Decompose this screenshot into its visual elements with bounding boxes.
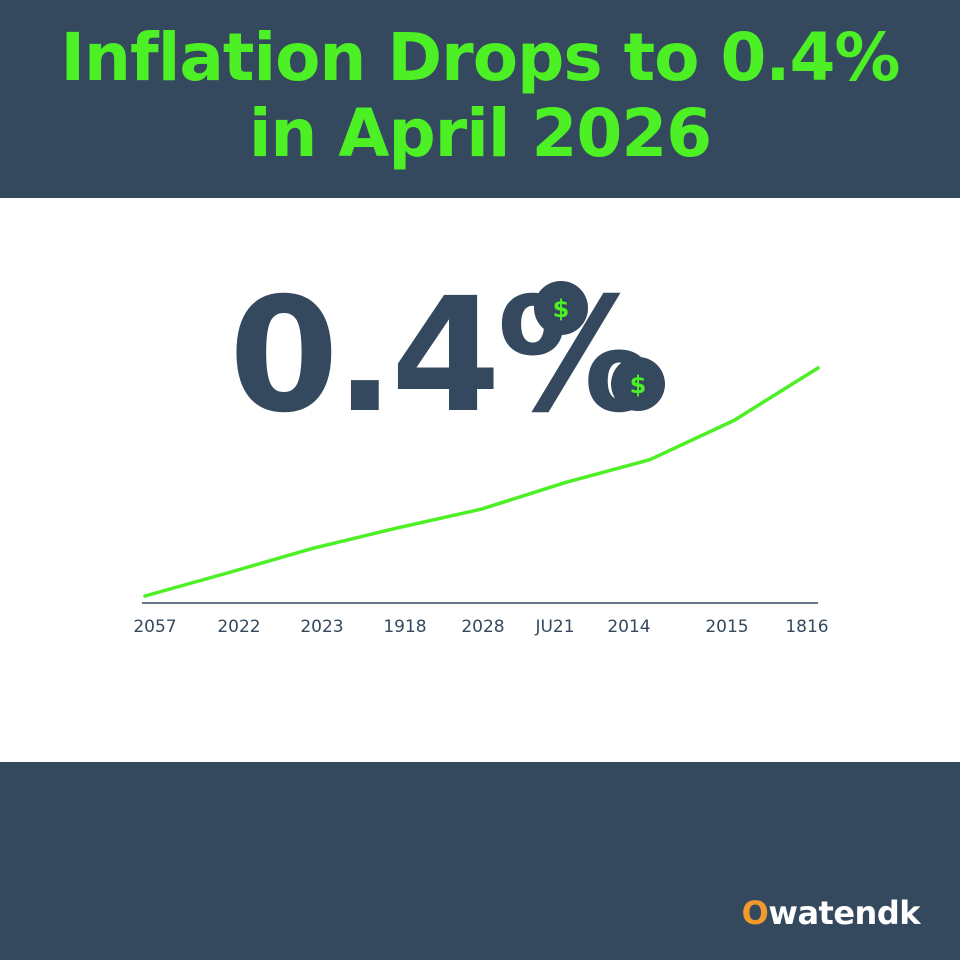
data-point [479, 507, 484, 511]
line-chart: 0.4% $ $ 2057 2022 2023 1918 2028 JU21 2014 201… [133, 264, 828, 637]
brand-logo: Owatendk [741, 894, 921, 932]
x-tick-label: 2028 [461, 617, 504, 637]
coin-circle [534, 281, 588, 335]
coin-circle [611, 357, 665, 411]
coin-symbol: $ [630, 371, 647, 399]
x-tick-label: 2015 [705, 617, 748, 637]
x-tick-label: 2022 [217, 617, 260, 637]
dollar-coin-icon: $ [611, 357, 665, 411]
x-tick-label: JU21 [534, 617, 574, 637]
brand-logo-text: watendk [768, 894, 920, 932]
big-figure-group: 0.4% $ $ [229, 264, 665, 448]
chart-panel: 0.4% $ $ 2057 2022 2023 1918 2028 JU21 2014 201… [0, 198, 960, 762]
dollar-coin-icon: $ [534, 281, 588, 335]
data-point [564, 480, 568, 484]
x-tick-label: 2023 [300, 617, 343, 637]
x-tick-labels: 2057 2022 2023 1918 2028 JU21 2014 2015 1816 [133, 617, 828, 637]
coin-symbol: $ [553, 295, 570, 323]
data-point [143, 594, 147, 598]
x-tick-label: 1816 [785, 617, 828, 637]
brand-logo-mark: O [741, 894, 769, 932]
x-tick-label: 1918 [383, 617, 426, 637]
footer-banner: Owatendk [0, 762, 960, 960]
headline: Inflation Drops to 0.4% in April 2026 [60, 19, 901, 172]
data-point [227, 570, 231, 575]
data-point [648, 458, 652, 462]
series-points [143, 366, 820, 598]
big-figure: 0.4% [229, 264, 651, 448]
x-tick-label: 2057 [133, 617, 176, 637]
x-tick-label: 2014 [607, 617, 650, 637]
data-point [395, 526, 399, 530]
data-point [311, 546, 315, 550]
data-point [732, 418, 736, 423]
header-banner: Inflation Drops to 0.4% in April 2026 [0, 0, 960, 198]
data-point [816, 366, 820, 370]
